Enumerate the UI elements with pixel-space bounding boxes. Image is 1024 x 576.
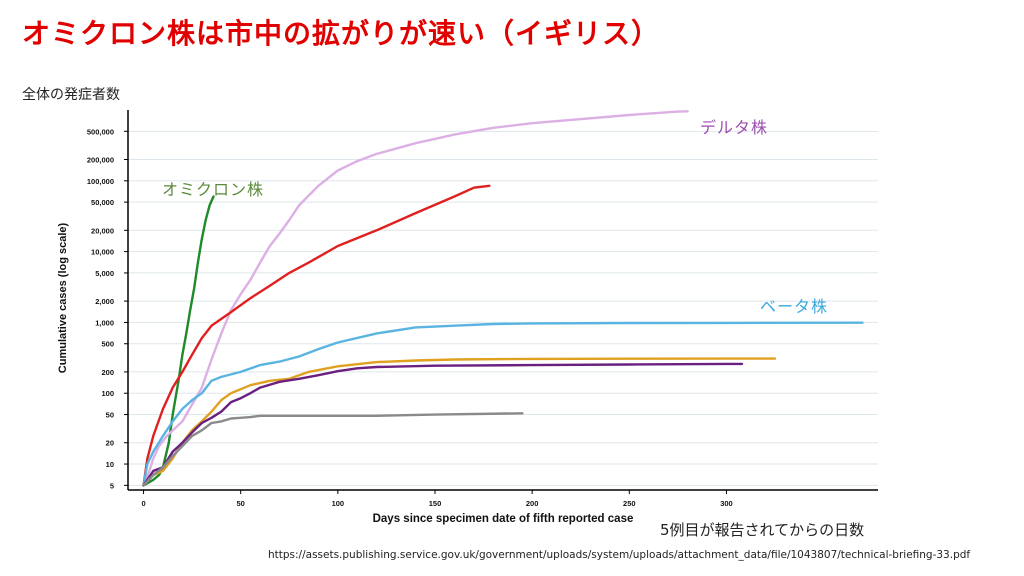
series-line-kappa [142, 362, 744, 487]
y-tick-label: 1,000 [95, 318, 114, 327]
series-line-omicron [142, 195, 215, 487]
series-line-beta [142, 321, 864, 487]
y-tick-label: 50,000 [91, 198, 114, 207]
x-tick-label: 100 [332, 499, 345, 508]
y-tick-label: 2,000 [95, 297, 114, 306]
y-tick-label: 50 [106, 411, 114, 420]
x-tick-label: 200 [526, 499, 539, 508]
series-line-delta [142, 110, 689, 487]
x-tick-label: 300 [720, 499, 733, 508]
y-tick-label: 100 [101, 389, 114, 398]
y-tick-labels: 5 10 20 50 100 200 500 1,000 2,000 5,000 10,000 20,… [87, 127, 128, 490]
y-tick-label: 5,000 [95, 269, 114, 278]
x-tick-label: 0 [141, 499, 145, 508]
y-tick-label: 200 [101, 368, 114, 377]
axes [127, 110, 878, 491]
x-tick-label: 50 [237, 499, 245, 508]
y-axis-note: 全体の発症者数 [22, 87, 120, 103]
y-tick-label: 500,000 [87, 127, 114, 136]
y-tick-label: 5 [110, 481, 114, 490]
series-lines [142, 110, 864, 487]
y-tick-label: 20,000 [91, 226, 114, 235]
x-tick-label: 250 [623, 499, 636, 508]
series-line-other [142, 412, 524, 487]
y-axis-label: Cumulative cases (log scale) [57, 222, 69, 373]
x-tick-label: 150 [429, 499, 442, 508]
y-tick-label: 100,000 [87, 177, 114, 186]
x-axis-label: Days since specimen date of fifth report… [373, 513, 634, 525]
delta-label: デルタ株 [700, 118, 769, 137]
beta-label: ベータ株 [760, 297, 829, 316]
y-tick-label: 200,000 [87, 155, 114, 164]
omicron-label: オミクロン株 [162, 180, 265, 199]
x-tick-labels: 0 50 100 150 200 250 300 [141, 490, 733, 508]
source-url: https://assets.publishing.service.gov.uk… [268, 549, 971, 561]
x-axis-note: 5例目が報告されてからの日数 [660, 521, 865, 539]
y-tick-label: 10,000 [91, 248, 114, 257]
y-tick-label: 20 [106, 439, 114, 448]
y-tick-label: 10 [106, 460, 114, 469]
slide-title: オミクロン株は市中の拡がりが速い（イギリス） [22, 17, 661, 50]
y-tick-label: 500 [101, 340, 114, 349]
series-line-alpha [142, 184, 491, 487]
series-line-gamma [142, 357, 777, 487]
